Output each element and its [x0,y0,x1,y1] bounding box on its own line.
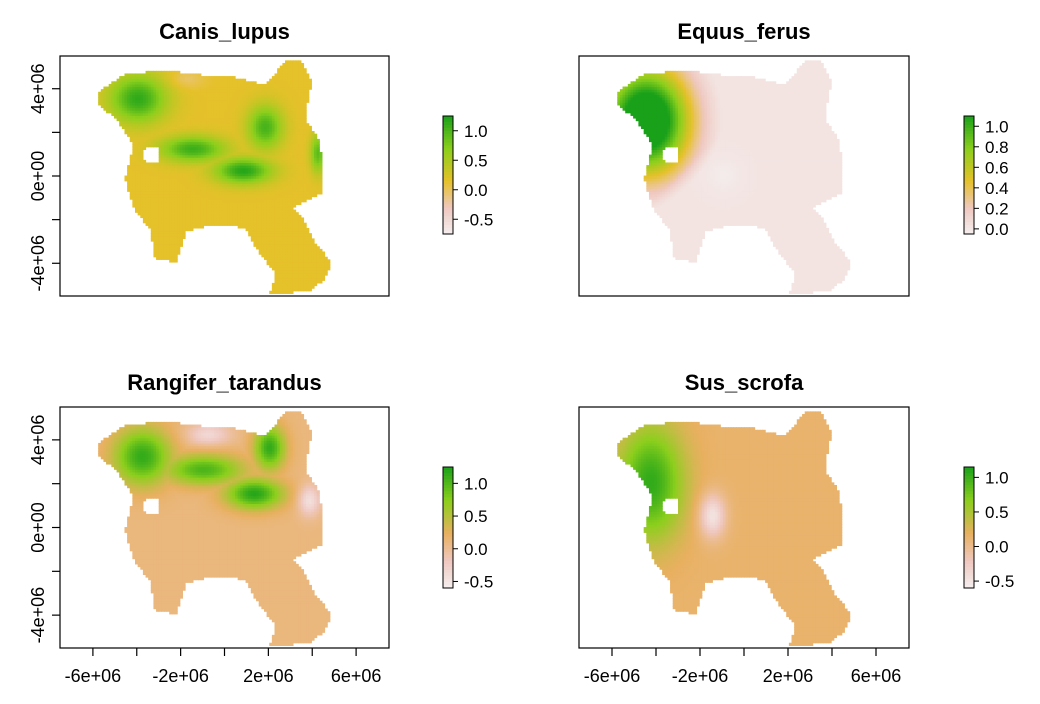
legend-swatch [443,181,453,184]
legend-swatch [443,154,453,157]
raster-cell [303,223,306,226]
y-tick-label: -4e+06 [28,235,48,292]
y-tick-label: 0e+00 [28,151,48,202]
raster [617,60,850,294]
legend-swatch [443,219,453,222]
legend-tick-label: -0.5 [464,210,493,229]
legend-swatch [443,228,453,231]
legend-swatch [443,116,453,119]
legend-swatch [443,225,453,228]
legend-swatch [443,202,453,205]
raster-cell [322,251,325,254]
legend-swatch [443,143,453,146]
legend-swatch [443,137,453,140]
legend-tick-label: 1.0 [464,122,488,141]
legend-swatch [443,213,453,216]
raster-cell [327,259,330,262]
raster-cell [303,68,306,71]
legend-swatch [443,216,453,219]
raster-cell [309,79,312,82]
legend-swatch [443,166,453,169]
legend-swatch [443,172,453,175]
raster-cell [306,73,309,76]
legend-swatch [443,125,453,128]
raster [98,60,330,294]
legend-swatch [443,148,453,151]
legend-swatch [443,190,453,193]
legend-swatch [443,178,453,181]
raster-cell [306,228,309,231]
panel-1: Equus_ferus1.00.80.60.40.20.0 [579,19,1009,296]
legend-tick-label: 0.5 [464,151,488,170]
legend-swatch [443,119,453,122]
legend-swatch [443,122,453,125]
legend-swatch [443,193,453,196]
legend-swatch [443,169,453,172]
legend-swatch [443,131,453,134]
legend-swatch [443,175,453,178]
legend-swatch [443,163,453,166]
raster-cell [314,134,317,137]
legend-swatch [443,205,453,208]
legend-swatch [443,222,453,225]
legend-swatch [443,187,453,190]
raster-cell [319,152,322,155]
legend-swatch [443,140,453,143]
legend-swatch [443,157,453,160]
panel-0: Canis_lupus 4e+06 0e+00 -4e+06 1.0 0.5 0.0 -0.5 [28,19,493,296]
raster-cell [309,233,312,236]
legend-swatch [443,210,453,213]
raster-cell [309,126,312,129]
legend-swatch [443,146,453,149]
legend-swatch [443,134,453,137]
legend-swatch [443,151,453,154]
raster-cell [301,217,304,220]
panel-title: Canis_lupus [159,19,290,44]
legend-swatch [443,184,453,187]
legend-swatch [443,128,453,131]
legend-swatch [443,160,453,163]
legend-colorbar: 1.0 0.5 0.0 -0.5 [443,116,493,235]
raster-cell [311,238,314,241]
legend-tick-label: 0.0 [464,181,488,200]
legend-swatch [443,207,453,210]
raster-cell [301,63,304,66]
raster-cell [317,139,320,142]
legend-swatch [443,199,453,202]
y-tick-label: 4e+06 [28,63,48,114]
legend-swatch [443,196,453,199]
